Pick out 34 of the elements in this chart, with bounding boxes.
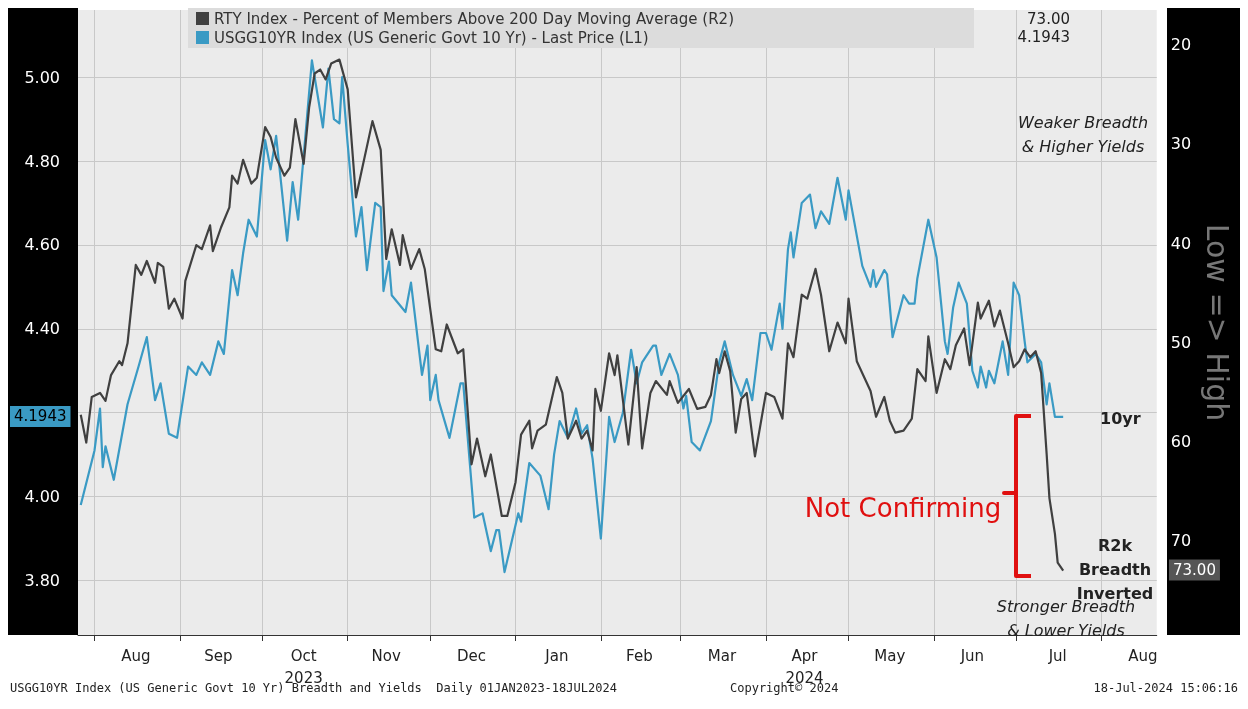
annotation: 73.00: [1027, 9, 1070, 28]
annotation: 4.1943: [1017, 27, 1070, 46]
y-tick-label: 4.60: [24, 235, 60, 255]
text: 4.1943: [14, 407, 67, 426]
y-tick-label: 5.00: [24, 67, 60, 87]
x-tick-label: May: [874, 647, 906, 665]
x-tick-label: Feb: [626, 647, 653, 665]
x-tick-label: Dec: [457, 647, 487, 665]
text: 73.00: [1173, 561, 1216, 580]
y2-tick-label: 50: [1170, 332, 1192, 352]
annotation: 10yr: [1100, 408, 1141, 428]
y-tick-label: 4.80: [24, 151, 60, 171]
y2-tick-label: 60: [1170, 432, 1192, 452]
y2-tick-label: 30: [1170, 134, 1192, 154]
x-tick-label: Jun: [959, 647, 985, 665]
y2-tick-label: 20: [1170, 35, 1192, 55]
legend-label: USGG10YR Index (US Generic Govt 10 Yr) - Last Price (L1): [214, 28, 649, 47]
text: 18-Jul-2024 15:06:16: [1093, 681, 1238, 695]
x-tick-label: Aug: [1128, 647, 1158, 665]
y-tick-label: 4.40: [24, 319, 60, 339]
x-tick-label: Mar: [707, 647, 737, 665]
y2-tick-label: 40: [1170, 233, 1192, 253]
x-tick-label: Sep: [204, 647, 233, 665]
annotation: Not Confirming: [804, 493, 1002, 523]
y2-tick-label: 70: [1170, 531, 1192, 551]
annotation: Weaker Breadth & Higher Yields: [1017, 112, 1149, 156]
x-tick-label: Jan: [544, 647, 569, 665]
x-tick-label: Jul: [1047, 647, 1067, 665]
legend-label: RTY Index - Percent of Members Above 200 Day Moving Average (R2): [214, 9, 734, 28]
y-tick-label: 4.00: [24, 487, 60, 507]
x-tick-label: Nov: [371, 647, 401, 665]
y-tick-label: 3.80: [24, 570, 60, 590]
x-tick-label: Aug: [121, 647, 151, 665]
y2-axis-title: Low => High: [1199, 223, 1235, 422]
